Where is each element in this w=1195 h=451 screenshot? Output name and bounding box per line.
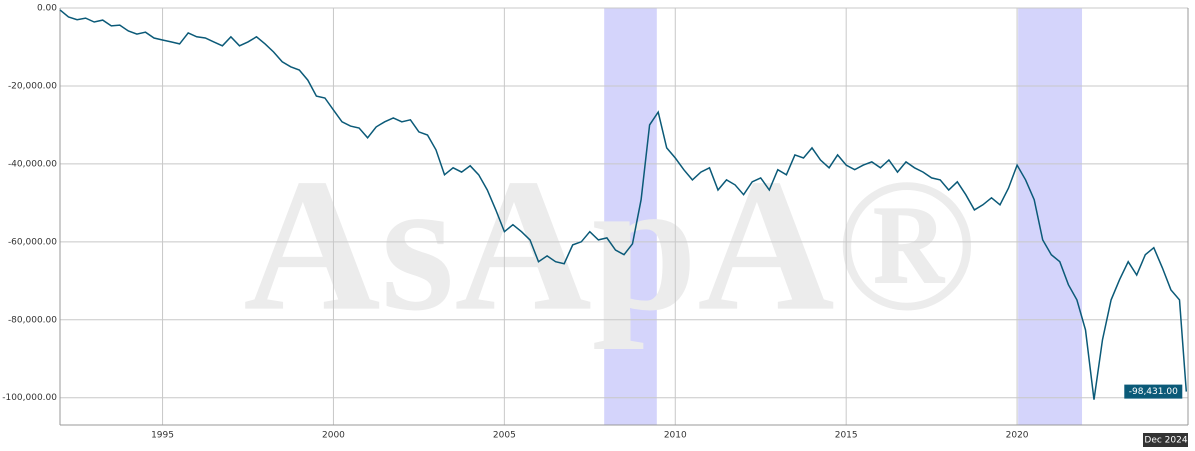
y-tick-label: -60,000.00 <box>8 237 57 247</box>
y-tick-label: 0.00 <box>37 4 57 14</box>
x-tick-label: 2020 <box>1006 431 1029 441</box>
badge-bg <box>1124 384 1183 399</box>
x-tick-label: 1995 <box>151 431 174 441</box>
shaded-band <box>604 8 657 425</box>
x-tick-label: 2015 <box>835 431 858 441</box>
value-badge: -98,431.00 <box>1124 384 1183 399</box>
value-badge-label: -98,431.00 <box>1129 387 1178 397</box>
y-tick-label: -40,000.00 <box>8 159 57 169</box>
x-tick-label: 2005 <box>493 431 516 441</box>
y-tick-label: -80,000.00 <box>8 315 57 325</box>
shaded-band <box>1018 8 1083 425</box>
y-tick-label: -20,000.00 <box>8 81 57 91</box>
x-badge-label: Dec 2024 <box>1144 436 1187 446</box>
x-badge: Dec 2024 <box>1143 433 1188 447</box>
badge-bg <box>1143 433 1188 447</box>
x-tick-label: 2010 <box>664 431 687 441</box>
y-tick-label: -100,000.00 <box>2 393 57 403</box>
watermark: AsApA® <box>243 141 976 351</box>
x-tick-label: 2000 <box>322 431 345 441</box>
data-line <box>59 9 1188 400</box>
